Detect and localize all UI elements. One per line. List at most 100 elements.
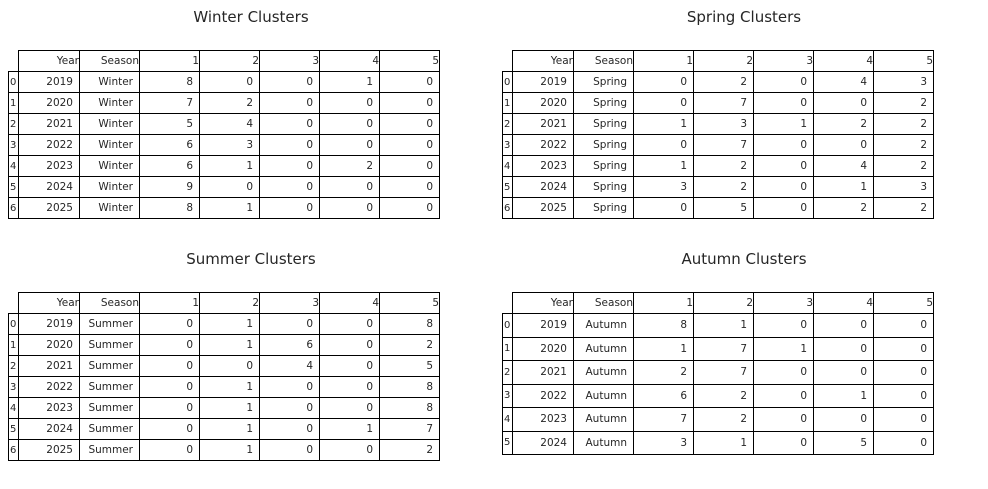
cluster-count-cell: 0 xyxy=(753,313,814,338)
table-row: 6 2025 Winter 8 1 0 0 0 xyxy=(8,197,440,219)
year-cell: 2024 xyxy=(18,176,80,198)
cluster-count-cell: 1 xyxy=(633,336,694,361)
cluster-count-cell: 0 xyxy=(319,113,380,135)
header-row: Year Season 1 2 3 4 5 xyxy=(502,50,934,72)
table-row: 1 2020 Winter 7 2 0 0 0 xyxy=(8,92,440,114)
season-cell: Winter xyxy=(79,197,140,219)
table-row: 6 2025 Summer 0 1 0 0 2 xyxy=(8,439,440,461)
season-cell: Summer xyxy=(79,439,140,461)
cluster-count-cell: 0 xyxy=(813,313,874,338)
season-cell: Spring xyxy=(573,113,634,135)
year-cell: 2023 xyxy=(512,155,574,177)
year-cell: 2019 xyxy=(18,313,80,335)
season-cell: Spring xyxy=(573,71,634,93)
season-cell: Summer xyxy=(79,355,140,377)
cluster-count-cell: 0 xyxy=(753,383,814,408)
cluster-count-cell: 0 xyxy=(753,92,814,114)
row-index: 4 xyxy=(8,397,19,419)
cluster-count-cell: 3 xyxy=(633,430,694,455)
table-row: 5 2024 Autumn 3 1 0 5 0 xyxy=(502,430,934,455)
cluster-count-cell: 0 xyxy=(319,439,380,461)
year-cell: 2023 xyxy=(18,155,80,177)
cluster-count-cell: 0 xyxy=(753,134,814,156)
year-cell: 2023 xyxy=(18,397,80,419)
header-row: Year Season 1 2 3 4 5 xyxy=(8,292,440,314)
row-index: 0 xyxy=(502,71,513,93)
corner-cell xyxy=(8,292,19,314)
cluster-count-cell: 1 xyxy=(199,439,260,461)
column-header: 5 xyxy=(873,50,934,72)
year-cell: 2022 xyxy=(512,134,574,156)
season-cell: Winter xyxy=(79,134,140,156)
year-cell: 2020 xyxy=(18,92,80,114)
cluster-count-cell: 0 xyxy=(319,197,380,219)
column-header: 1 xyxy=(633,292,694,314)
table-row: 5 2024 Summer 0 1 0 1 7 xyxy=(8,418,440,440)
table-row: 3 2022 Winter 6 3 0 0 0 xyxy=(8,134,440,156)
row-index: 1 xyxy=(502,336,513,361)
season-cell: Autumn xyxy=(573,383,634,408)
cluster-count-cell: 4 xyxy=(813,155,874,177)
table-title: Spring Clusters xyxy=(686,8,802,26)
table-row: 5 2024 Spring 3 2 0 1 3 xyxy=(502,176,934,198)
column-header: 4 xyxy=(319,50,380,72)
cluster-count-cell: 0 xyxy=(813,360,874,385)
cluster-count-cell: 7 xyxy=(139,92,200,114)
table-row: 6 2025 Spring 0 5 0 2 2 xyxy=(502,197,934,219)
season-cell: Winter xyxy=(79,155,140,177)
cluster-count-cell: 1 xyxy=(199,397,260,419)
cluster-count-cell: 8 xyxy=(379,397,440,419)
cluster-count-cell: 7 xyxy=(693,92,754,114)
column-header: 2 xyxy=(693,292,754,314)
cluster-count-cell: 7 xyxy=(633,407,694,432)
cluster-count-cell: 1 xyxy=(199,155,260,177)
year-cell: 2021 xyxy=(512,360,574,385)
cluster-count-cell: 0 xyxy=(259,418,320,440)
cluster-count-cell: 4 xyxy=(259,355,320,377)
cluster-count-cell: 0 xyxy=(319,334,380,356)
year-cell: 2020 xyxy=(512,92,574,114)
table-row: 2 2021 Summer 0 0 4 0 5 xyxy=(8,355,440,377)
cluster-count-cell: 1 xyxy=(753,113,814,135)
cluster-count-cell: 1 xyxy=(693,313,754,338)
cluster-count-cell: 2 xyxy=(873,92,934,114)
column-header: 4 xyxy=(813,292,874,314)
year-cell: 2024 xyxy=(18,418,80,440)
cluster-count-cell: 0 xyxy=(259,313,320,335)
row-index: 5 xyxy=(8,176,19,198)
year-cell: 2021 xyxy=(512,113,574,135)
year-cell: 2023 xyxy=(512,407,574,432)
cluster-count-cell: 0 xyxy=(139,334,200,356)
cluster-count-cell: 6 xyxy=(633,383,694,408)
season-cell: Winter xyxy=(79,71,140,93)
summer-clusters-table: Year Season 1 2 3 4 5 0 2019 Summer 0 1 0 0 8 1 2020 Summ… xyxy=(8,292,440,461)
cluster-count-cell: 8 xyxy=(379,313,440,335)
column-header: 5 xyxy=(873,292,934,314)
cluster-count-cell: 0 xyxy=(319,355,380,377)
cluster-count-cell: 1 xyxy=(633,113,694,135)
column-header: Season xyxy=(573,292,634,314)
header-row: Year Season 1 2 3 4 5 xyxy=(8,50,440,72)
season-cell: Winter xyxy=(79,113,140,135)
cluster-count-cell: 0 xyxy=(259,155,320,177)
cluster-count-cell: 0 xyxy=(379,71,440,93)
row-index: 0 xyxy=(8,313,19,335)
cluster-count-cell: 8 xyxy=(379,376,440,398)
table-title: Autumn Clusters xyxy=(681,250,807,268)
season-cell: Spring xyxy=(573,155,634,177)
row-index: 5 xyxy=(8,418,19,440)
cluster-count-cell: 0 xyxy=(379,155,440,177)
column-header: 1 xyxy=(139,50,200,72)
column-header: 1 xyxy=(633,50,694,72)
row-index: 0 xyxy=(8,71,19,93)
cluster-count-cell: 2 xyxy=(873,197,934,219)
table-row: 0 2019 Autumn 8 1 0 0 0 xyxy=(502,313,934,338)
column-header: 4 xyxy=(319,292,380,314)
row-index: 4 xyxy=(8,155,19,177)
cluster-count-cell: 0 xyxy=(633,197,694,219)
column-header: Year xyxy=(18,50,80,72)
year-cell: 2022 xyxy=(18,376,80,398)
cluster-count-cell: 0 xyxy=(753,407,814,432)
cluster-count-cell: 0 xyxy=(139,439,200,461)
year-cell: 2022 xyxy=(512,383,574,408)
